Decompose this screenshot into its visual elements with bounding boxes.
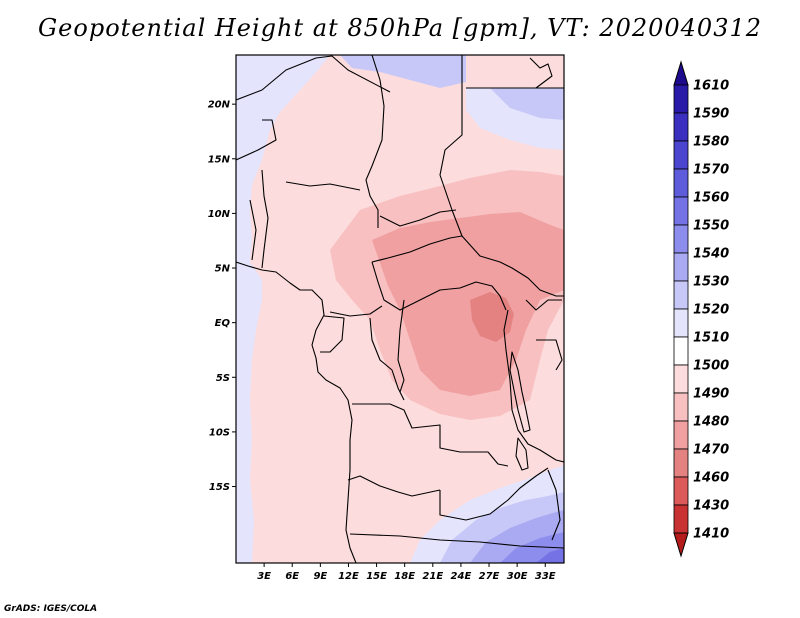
- latitude-axis: 20N 15N 10N 5N EQ 5S 10S 15S: [208, 100, 236, 493]
- region-1510: [236, 55, 330, 262]
- border-line: [547, 469, 561, 541]
- border-line: [352, 403, 509, 467]
- border-line: [329, 305, 383, 317]
- border-line: [285, 181, 361, 191]
- colorbar-label: 1590: [693, 107, 729, 122]
- border-line: [320, 315, 345, 353]
- colorbar-segment: [673, 364, 689, 394]
- colorbar-segment: [673, 196, 689, 226]
- latitude-label: 15S: [209, 482, 230, 493]
- colorbar-label: 1520: [693, 303, 729, 318]
- colorbar-label: 1580: [693, 135, 729, 150]
- map-title: Geopotential Height at 850hPa [gpm], VT:…: [38, 14, 762, 42]
- border-line: [439, 55, 564, 297]
- region-1520: [490, 88, 564, 120]
- colorbar-label: 1530: [693, 275, 729, 290]
- longitude-label: 9E: [313, 571, 327, 582]
- map-frame: [235, 54, 565, 564]
- colorbar-label: 1540: [693, 247, 729, 262]
- height-field: [236, 55, 564, 563]
- longitude-label: 24E: [451, 571, 472, 582]
- colorbar-top-arrow: [673, 60, 689, 86]
- region-1520: [340, 55, 466, 88]
- border-line: [439, 467, 549, 521]
- border-line: [536, 339, 563, 371]
- colorbar-label: 1610: [693, 79, 729, 94]
- colorbar-label: 1410: [693, 527, 729, 542]
- border-line: [236, 119, 277, 161]
- longitude-label: 30E: [507, 571, 528, 582]
- longitude-label: 12E: [338, 571, 359, 582]
- colorbar-segment: [673, 224, 689, 254]
- colorbar-segment: [673, 504, 689, 534]
- colorbar-label: 1480: [693, 415, 729, 430]
- colorbar-segment: [673, 392, 689, 422]
- longitude-label: 27E: [479, 571, 500, 582]
- colorbar-segment: [673, 280, 689, 310]
- latitude-label: 5S: [216, 373, 230, 384]
- region-1510: [236, 262, 262, 563]
- border-line: [379, 209, 457, 227]
- border-line: [371, 235, 463, 263]
- country-borders: [236, 55, 564, 563]
- border-line: [249, 199, 257, 261]
- colorbar-label: 1550: [693, 219, 729, 234]
- longitude-label: 6E: [285, 571, 299, 582]
- lake-outline: [509, 351, 531, 433]
- colorbar-segment: [673, 420, 689, 450]
- border-line: [347, 475, 441, 497]
- border-line: [236, 55, 391, 101]
- border-line: [261, 169, 269, 269]
- colorbar-segment: [673, 252, 689, 282]
- colorbar-segment: [673, 84, 689, 114]
- colorbar-segment: [673, 112, 689, 142]
- lake-outline: [529, 57, 553, 89]
- colorbar: 1610 1590 1580 1570 1560 1550 1540 1530 1520 1510…: [673, 60, 729, 558]
- latitude-label: EQ: [215, 318, 231, 329]
- colorbar-bottom-arrow: [673, 532, 689, 558]
- longitude-label: 33E: [535, 571, 556, 582]
- longitude-axis: 3E 6E 9E 12E 15E 18E 21E 24E 27E 30E 33E: [257, 563, 556, 582]
- border-line: [371, 261, 507, 311]
- longitude-label: 3E: [257, 571, 271, 582]
- latitude-label: 10S: [209, 427, 230, 438]
- colorbar-label: 1510: [693, 331, 729, 346]
- region-1550: [536, 548, 564, 563]
- colorbar-segment: [673, 168, 689, 198]
- longitude-label: 18E: [394, 571, 415, 582]
- latitude-label: 15N: [208, 154, 231, 165]
- colorbar-segment: [673, 336, 689, 366]
- border-line: [369, 317, 405, 401]
- border-line: [397, 299, 405, 393]
- border-line: [525, 299, 562, 311]
- colorbar-segment: [673, 308, 689, 338]
- longitude-label: 15E: [366, 571, 387, 582]
- longitude-label: 21E: [422, 571, 443, 582]
- colorbar-label: 1460: [693, 471, 729, 486]
- latitude-label: 20N: [208, 100, 231, 111]
- colorbar-label: 1470: [693, 443, 729, 458]
- colorbar-label: 1430: [693, 499, 729, 514]
- colorbar-segment: [673, 140, 689, 170]
- colorbar-label: 1560: [693, 191, 729, 206]
- lake-outline: [515, 437, 529, 471]
- colorbar-label: 1490: [693, 387, 729, 402]
- colorbar-label: 1500: [693, 359, 729, 374]
- border-line: [349, 533, 564, 549]
- colorbar-label: 1570: [693, 163, 729, 178]
- colorbar-segment: [673, 448, 689, 478]
- latitude-label: 5N: [215, 264, 231, 275]
- colorbar-segment: [673, 476, 689, 506]
- grads-credit: GrADS: IGES/COLA: [4, 604, 98, 614]
- border-line: [503, 309, 564, 463]
- latitude-label: 10N: [208, 209, 231, 220]
- border-line: [365, 55, 385, 228]
- region-1470: [372, 212, 564, 396]
- region-1460: [470, 292, 514, 342]
